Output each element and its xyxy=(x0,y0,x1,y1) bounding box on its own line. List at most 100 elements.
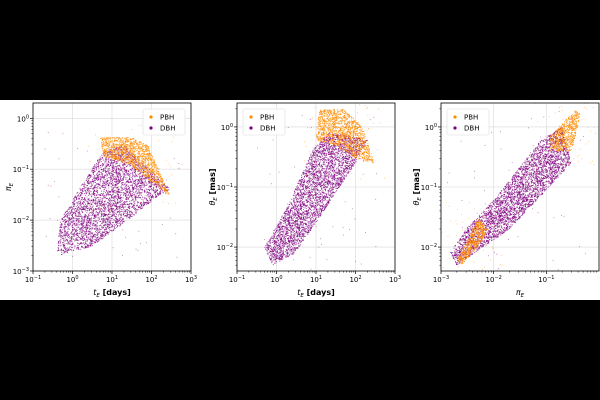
scatter-point-pbh xyxy=(133,150,135,152)
scatter-point-pbh xyxy=(147,159,149,162)
scatter-point-dbh xyxy=(103,235,105,237)
scatter-point-pbh xyxy=(146,150,148,152)
scatter-point-dbh xyxy=(103,197,105,199)
scatter-point-dbh xyxy=(150,197,153,199)
scatter-point-pbh xyxy=(123,157,126,160)
scatter-point-dbh xyxy=(81,194,83,196)
scatter-point-dbh xyxy=(120,215,122,217)
scatter-point-pbh xyxy=(135,156,137,158)
scatter-point-pbh xyxy=(139,157,141,159)
scatter-point-dbh xyxy=(81,228,83,230)
scatter-point-dbh xyxy=(127,185,129,187)
scatter-point-dbh xyxy=(68,215,70,217)
scatter-point-dbh xyxy=(121,203,123,205)
scatter-point-dbh xyxy=(86,205,88,208)
scatter-point-dbh xyxy=(72,242,74,244)
scatter-point-dbh xyxy=(59,241,61,243)
scatter-point-pbh xyxy=(151,167,153,169)
scatter-point-pbh xyxy=(133,160,136,162)
scatter-point-dbh xyxy=(117,168,119,170)
scatter-point-pbh xyxy=(144,170,146,172)
scatter-point-pbh xyxy=(105,155,107,157)
scatter-point-dbh xyxy=(104,158,106,160)
scatter-point-dbh xyxy=(125,198,127,200)
scatter-point-pbh xyxy=(125,149,127,151)
scatter-point-dbh xyxy=(81,199,83,201)
scatter-point-pbh xyxy=(130,158,132,160)
scatter-point-pbh xyxy=(110,140,112,142)
scatter-point-dbh xyxy=(133,214,135,216)
scatter-point-dbh xyxy=(123,170,125,172)
scatter-point-dbh xyxy=(53,181,55,183)
scatter-point-pbh xyxy=(118,149,120,151)
scatter-point-dbh xyxy=(122,218,124,220)
scatter-point-dbh xyxy=(90,222,92,224)
scatter-point-dbh xyxy=(105,198,108,200)
scatter-point-dbh xyxy=(78,221,80,223)
scatter-point-dbh xyxy=(88,177,90,180)
scatter-point-dbh xyxy=(112,226,114,228)
scatter-point-dbh xyxy=(111,182,113,184)
scatter-point-dbh xyxy=(93,186,95,188)
scatter-point-dbh xyxy=(95,214,97,216)
scatter-point-pbh xyxy=(101,149,104,151)
scatter-point-dbh xyxy=(116,225,119,227)
scatter-point-dbh xyxy=(72,238,74,240)
scatter-point-dbh xyxy=(68,220,70,222)
scatter-point-pbh xyxy=(150,174,153,176)
scatter-point-dbh xyxy=(96,197,98,199)
scatter-point-dbh xyxy=(95,238,97,241)
scatter-point-dbh xyxy=(152,195,154,197)
scatter-point-dbh xyxy=(119,201,121,203)
scatter-point-dbh xyxy=(74,210,76,212)
scatter-point-dbh xyxy=(45,235,47,237)
scatter-point-dbh xyxy=(73,235,75,237)
scatter-point-dbh xyxy=(63,226,65,228)
scatter-point-dbh xyxy=(105,158,107,160)
scatter-point-dbh xyxy=(98,178,100,181)
scatter-point-dbh xyxy=(132,214,134,216)
scatter-point-pbh xyxy=(130,163,132,165)
scatter-point-dbh xyxy=(84,186,86,188)
scatter-point-pbh xyxy=(116,157,118,159)
scatter-point-dbh xyxy=(77,239,79,241)
scatter-point-dbh xyxy=(76,207,78,209)
scatter-point-dbh xyxy=(99,208,101,210)
scatter-point-dbh xyxy=(75,217,77,219)
scatter-point-dbh xyxy=(130,169,132,171)
scatter-point-dbh xyxy=(67,227,69,229)
scatter-point-dbh xyxy=(128,212,131,214)
scatter-point-pbh xyxy=(143,151,145,153)
scatter-point-dbh xyxy=(69,219,71,221)
scatter-point-dbh xyxy=(145,201,147,203)
scatter-point-pbh xyxy=(142,154,144,156)
scatter-point-dbh xyxy=(91,196,93,198)
scatter-point-dbh xyxy=(79,236,81,239)
scatter-point-dbh xyxy=(95,198,97,200)
scatter-point-pbh xyxy=(133,167,136,169)
scatter-point-dbh xyxy=(99,178,101,180)
scatter-point-dbh xyxy=(86,219,89,222)
scatter-point-dbh xyxy=(129,200,131,202)
scatter-point-dbh xyxy=(88,224,90,227)
scatter-point-dbh xyxy=(103,191,105,193)
scatter-point-pbh xyxy=(126,152,128,154)
scatter-point-dbh xyxy=(73,220,75,222)
scatter-point-pbh xyxy=(144,173,146,176)
scatter-point-dbh xyxy=(135,174,137,176)
scatter-point-dbh xyxy=(87,238,89,240)
scatter-point-dbh xyxy=(89,230,91,232)
scatter-point-dbh xyxy=(157,186,160,188)
scatter-point-dbh xyxy=(115,213,118,216)
scatter-point-dbh xyxy=(68,237,70,239)
scatter-point-dbh xyxy=(75,220,77,222)
scatter-point-dbh xyxy=(85,207,88,209)
scatter-point-dbh xyxy=(114,195,116,197)
scatter-point-dbh xyxy=(153,197,155,199)
scatter-point-pbh xyxy=(105,144,107,146)
scatter-point-dbh xyxy=(104,160,106,162)
scatter-point-pbh xyxy=(145,157,147,159)
scatter-point-dbh xyxy=(135,185,137,187)
scatter-point-dbh xyxy=(58,248,60,250)
scatter-point-pbh xyxy=(105,138,107,140)
